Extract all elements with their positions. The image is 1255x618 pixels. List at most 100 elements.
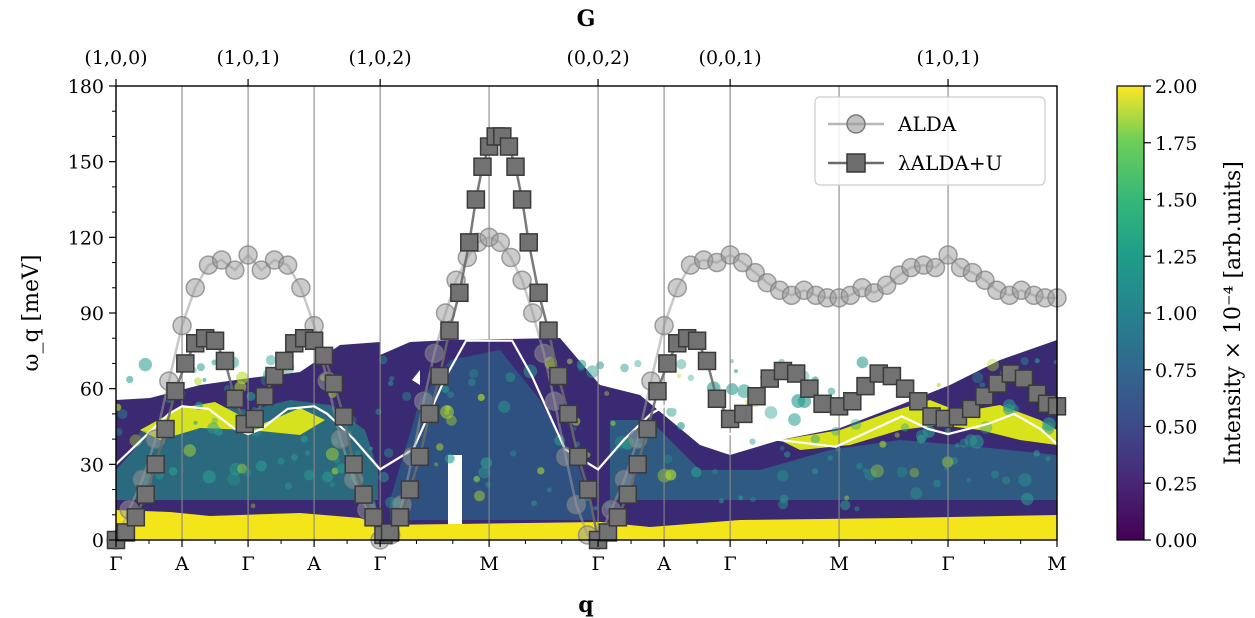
heatmap-speckle (434, 462, 439, 467)
ldau-point (400, 480, 420, 499)
heatmap-speckle (300, 435, 308, 443)
heatmap-speckle (593, 506, 598, 511)
ldau-point (707, 389, 727, 409)
alda-point (501, 247, 521, 268)
heatmap-speckle (474, 490, 485, 502)
heatmap-speckle (687, 374, 695, 382)
heatmap-speckle (778, 499, 789, 510)
heatmap-speckle (237, 463, 248, 474)
alda-point (938, 245, 958, 265)
top-tick-label: (1,0,1) (216, 47, 279, 69)
ldau-point (638, 419, 657, 439)
heatmap-bright-1 (140, 402, 325, 440)
heatmap-speckle (478, 466, 491, 479)
ldau-point (549, 366, 568, 386)
heatmap-speckle (375, 408, 382, 415)
heatmap-speckle (810, 434, 820, 444)
colorbar-title: Intensity × 10⁻⁴ [arb.units] (1221, 161, 1246, 465)
ldau-point (380, 523, 400, 542)
heatmap-speckle (402, 391, 412, 402)
ldau-point (136, 485, 155, 504)
heatmap-speckle (498, 400, 511, 413)
heatmap-speckle (566, 358, 573, 365)
heatmap-speckle (712, 468, 718, 475)
heatmap-speckle (1018, 473, 1032, 487)
heatmap-speckle (856, 356, 869, 369)
heatmap-speckle (168, 466, 178, 476)
heatmap-speckle (596, 361, 605, 370)
heatmap-speckle (336, 463, 348, 474)
series-layer (106, 127, 1067, 550)
heatmap-speckle (236, 371, 249, 385)
ldau-point (126, 508, 146, 527)
colorbar-tick-label: 1.25 (1155, 246, 1197, 268)
heatmap-speckle (477, 393, 485, 402)
ldau-point (166, 381, 185, 401)
heatmap-mid-3 (610, 420, 1057, 500)
heatmap-speckle (468, 378, 476, 387)
heatmap-speckle (610, 420, 616, 426)
heatmap-speckle (1033, 450, 1040, 457)
heatmap-speckle (546, 487, 552, 493)
ldau-point (460, 233, 479, 252)
heatmap-speckle (990, 470, 999, 479)
alda-point (238, 245, 258, 265)
heatmap-speckle (378, 471, 389, 483)
colorbar-tick-label: 1.50 (1155, 190, 1197, 212)
ldau-point (176, 354, 195, 373)
heatmap-speckle (864, 468, 877, 481)
ldau-point (519, 233, 538, 252)
alda-point (291, 278, 311, 298)
x-tick-label: Γ (374, 553, 387, 575)
heatmap-speckle (469, 368, 479, 379)
ldau-point (364, 508, 383, 527)
heatmap-speckle (447, 391, 455, 399)
x-tick-label: Γ (724, 553, 737, 575)
heatmap-speckle (202, 377, 207, 383)
colorbar-tick-label: 0.75 (1155, 360, 1197, 382)
heatmap-speckle (183, 444, 196, 457)
top-axis: (1,0,0) (1,0,1) (1,0,2) (0,0,2) (0,0,1) (1,0,… (84, 47, 980, 86)
colorbar-tick-label: 0.25 (1155, 473, 1197, 495)
ldau-point (215, 351, 235, 371)
ldau-point (420, 404, 439, 424)
heatmap-speckle (964, 434, 978, 447)
heatmap-speckle (936, 383, 941, 388)
heatmap-speckle (480, 457, 493, 469)
heatmap-speckle (677, 422, 685, 430)
heatmap-speckle (665, 469, 677, 481)
legend: ALDA λALDA+U (814, 96, 1046, 186)
ldau-point (687, 331, 707, 350)
y-tick-label: 120 (68, 227, 104, 249)
heatmap-bottom-band (116, 510, 1057, 540)
heatmap-speckle (749, 438, 756, 445)
heatmap-speckle (933, 479, 941, 488)
heatmap-speckle (505, 372, 516, 383)
heatmap-speckle (726, 383, 739, 396)
heatmap-speckle (284, 482, 292, 490)
ldau-point (314, 346, 334, 366)
heatmap-speckle (440, 405, 454, 419)
heatmap-speckle (733, 369, 738, 374)
heatmap-speckle (979, 382, 986, 389)
ldau-point (800, 379, 819, 398)
alda-point (185, 278, 205, 298)
heatmap-speckle (850, 418, 862, 430)
ldau-point (265, 366, 284, 386)
heatmap-speckle (387, 380, 394, 387)
ldau-point (578, 480, 598, 499)
heatmap-speckle (576, 359, 587, 370)
heatmap-speckle (250, 503, 256, 509)
ldau-point (786, 364, 806, 383)
legend-ldau-marker (846, 153, 866, 173)
heatmap-speckle (788, 413, 801, 426)
ldau-point (324, 374, 344, 393)
ldau-point (568, 447, 588, 467)
y-tick-label: 180 (68, 76, 104, 98)
colorbar-tick-label: 0.50 (1155, 417, 1197, 439)
ldau-point (473, 157, 492, 176)
heatmap-speckle (986, 358, 999, 372)
heatmap-speckle (663, 454, 673, 464)
heatmap-speckles (116, 355, 1057, 512)
